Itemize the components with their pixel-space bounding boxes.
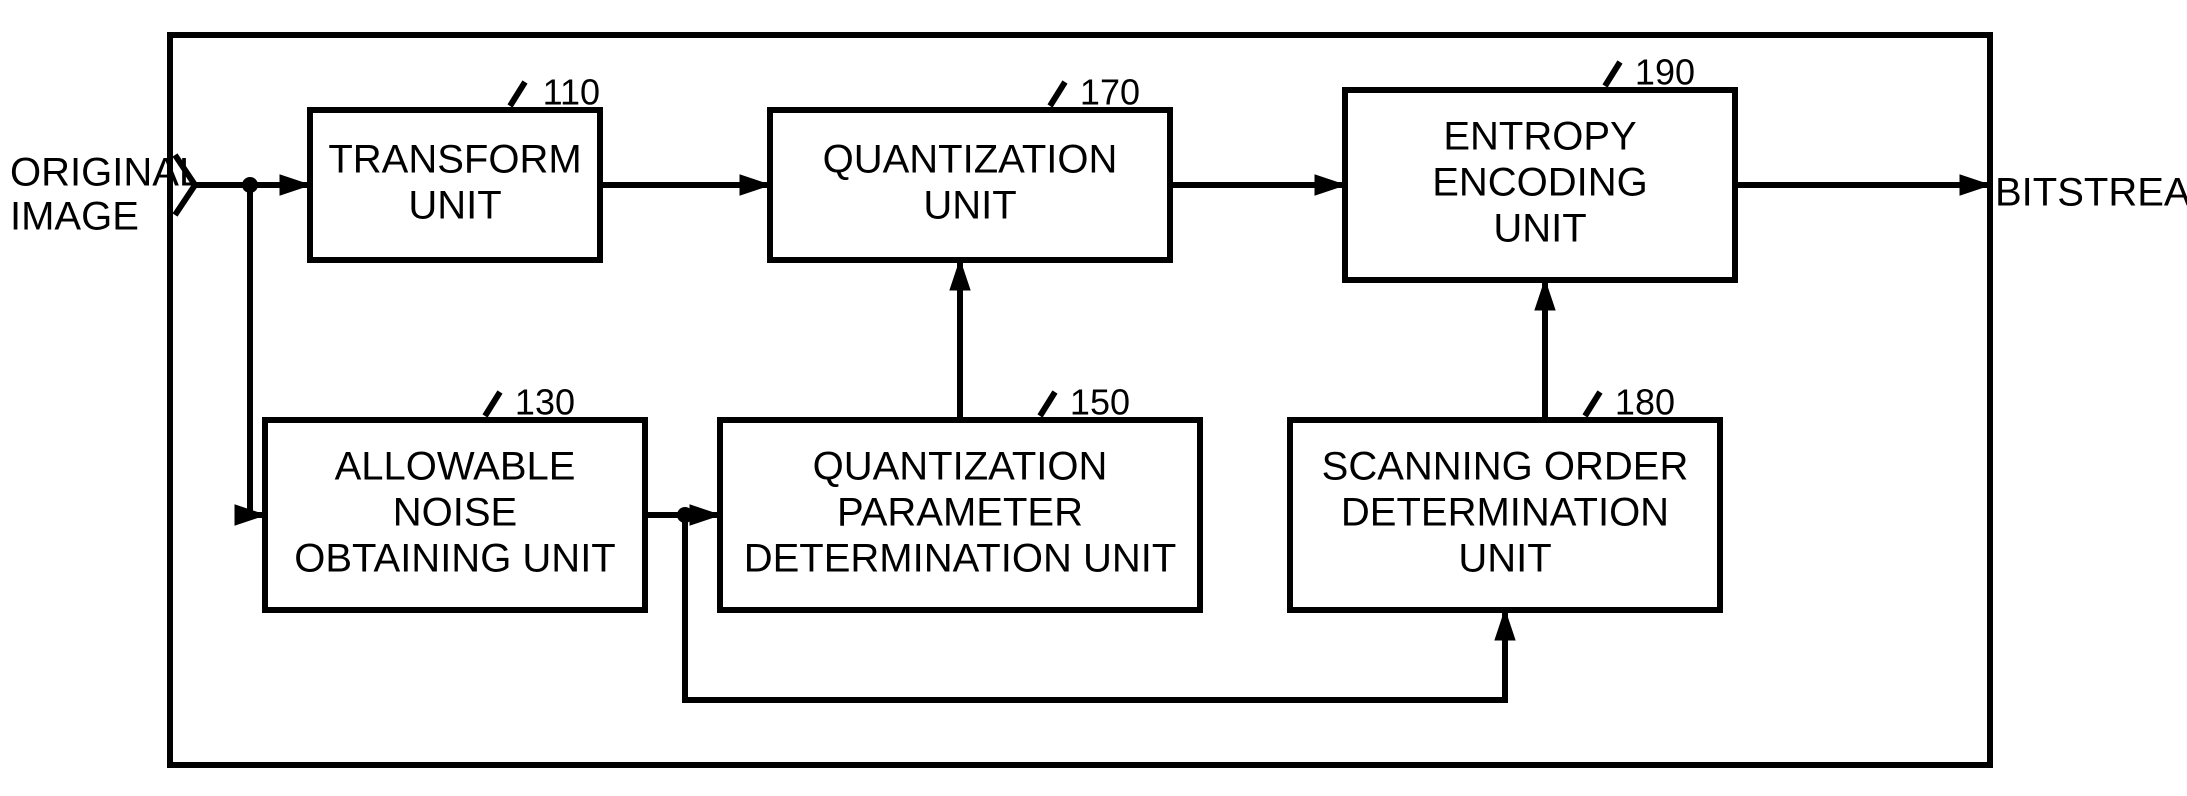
block-entropy-label-line0: ENTROPY xyxy=(1443,115,1636,159)
input-label-line0: ORIGINAL xyxy=(10,151,201,195)
block-noise-number: 130 xyxy=(515,382,575,423)
block-entropy-label-line1: ENCODING xyxy=(1432,161,1648,205)
block-transform-label-line0: TRANSFORM xyxy=(328,138,581,182)
block-scan-label-line2: UNIT xyxy=(1458,537,1551,581)
block-entropy: ENTROPYENCODINGUNIT xyxy=(1345,62,1735,280)
block-noise-label-line0: ALLOWABLE xyxy=(335,445,576,489)
block-scan-number: 180 xyxy=(1615,382,1675,423)
block-entropy-label-line2: UNIT xyxy=(1493,207,1586,251)
block-transform-number: 110 xyxy=(543,72,600,113)
block-entropy-number: 190 xyxy=(1635,52,1695,93)
block-scan: SCANNING ORDERDETERMINATIONUNIT xyxy=(1290,392,1720,610)
block-transform-label-line1: UNIT xyxy=(408,184,501,228)
block-quant-label-line1: UNIT xyxy=(923,184,1016,228)
junction-j2 xyxy=(677,507,693,523)
block-qparam-label-line0: QUANTIZATION xyxy=(813,445,1108,489)
block-scan-label-line1: DETERMINATION xyxy=(1341,491,1669,535)
block-qparam-number: 150 xyxy=(1070,382,1130,423)
block-scan-label-line0: SCANNING ORDER xyxy=(1322,445,1689,489)
block-noise: ALLOWABLENOISEOBTAINING UNIT xyxy=(265,392,645,610)
block-noise-label-line2: OBTAINING UNIT xyxy=(294,537,615,581)
block-qparam-label-line2: DETERMINATION UNIT xyxy=(744,537,1177,581)
block-qparam: QUANTIZATIONPARAMETERDETERMINATION UNIT xyxy=(720,392,1200,610)
block-quant-label-line0: QUANTIZATION xyxy=(823,138,1118,182)
output-label: BITSTREAM xyxy=(1995,171,2187,215)
block-quant-number: 170 xyxy=(1080,72,1140,113)
block-qparam-label-line1: PARAMETER xyxy=(837,491,1083,535)
block-noise-label-line1: NOISE xyxy=(393,491,517,535)
input-label-line1: IMAGE xyxy=(10,195,139,239)
junction-j1 xyxy=(242,177,258,193)
